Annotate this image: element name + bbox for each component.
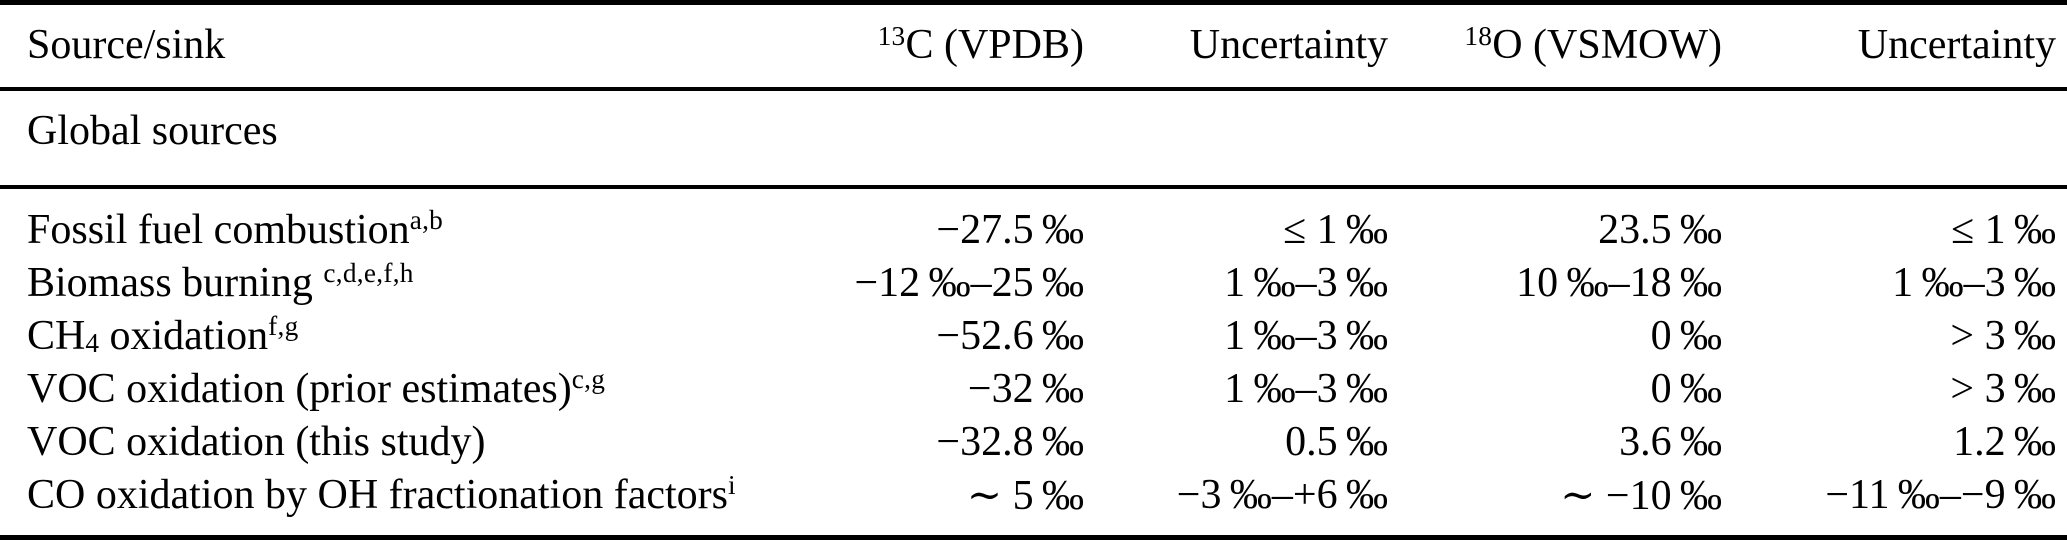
- cell-c13: −32.8 ‰: [936, 418, 1084, 465]
- superscript: 18: [1464, 20, 1493, 51]
- cell-o18: 10 ‰–18 ‰: [1516, 259, 1722, 306]
- superscript: c,g: [571, 364, 606, 395]
- superscript: 13: [877, 20, 906, 51]
- header-row: Source/sink 13C (VPDB) Uncertainty 18O (…: [0, 2, 2067, 91]
- cell-o18: 0 ‰: [1650, 312, 1722, 359]
- cell-c13: −32 ‰: [967, 365, 1084, 412]
- col-header-source-sink: Source/sink: [0, 2, 838, 91]
- cell-o18-uncertainty: 1 ‰–3 ‰: [1892, 259, 2056, 306]
- cell-o18-uncertainty: ≤ 1 ‰: [1951, 206, 2056, 253]
- table-row: CH4 oxidationf,g −52.6 ‰ 1 ‰–3 ‰ 0 ‰ > 3…: [0, 309, 2067, 362]
- cell-c13: −27.5 ‰: [936, 206, 1084, 253]
- row-label: Biomass burning c,d,e,f,h: [27, 258, 414, 306]
- cell-c13: −52.6 ‰: [936, 312, 1084, 359]
- row-label: VOC oxidation (prior estimates)c,g: [27, 364, 606, 412]
- cell-o18-uncertainty: −11 ‰–−9 ‰: [1825, 471, 2056, 518]
- section-row-global-sources: Global sources: [0, 89, 2067, 189]
- table-row: CO oxidation by OH fractionation factors…: [0, 468, 2067, 538]
- superscript: c,d,e,f,h: [323, 258, 414, 289]
- cell-c13-uncertainty: ≤ 1 ‰: [1283, 206, 1388, 253]
- subscript: 4: [85, 328, 100, 359]
- col-header-uncertainty-o18: Uncertainty: [1722, 2, 2067, 91]
- cell-c13-uncertainty: 1 ‰–3 ‰: [1224, 365, 1388, 412]
- superscript: a,b: [409, 205, 444, 236]
- cell-c13-uncertainty: −3 ‰–+6 ‰: [1176, 471, 1388, 518]
- superscript: f,g: [268, 311, 299, 342]
- cell-c13: ∼ 5 ‰: [966, 472, 1084, 519]
- cell-o18: 3.6 ‰: [1619, 418, 1722, 465]
- cell-c13: −12 ‰–25 ‰: [854, 259, 1084, 306]
- row-label: Fossil fuel combustiona,b: [27, 205, 444, 253]
- table-row: Biomass burning c,d,e,f,h −12 ‰–25 ‰ 1 ‰…: [0, 256, 2067, 309]
- table-row: VOC oxidation (prior estimates)c,g −32 ‰…: [0, 362, 2067, 415]
- col-header-c13-vpdb: 13C (VPDB): [838, 2, 1084, 91]
- cell-c13-uncertainty: 1 ‰–3 ‰: [1224, 312, 1388, 359]
- table-row: Fossil fuel combustiona,b −27.5 ‰ ≤ 1 ‰ …: [0, 187, 2067, 256]
- section-label: Global sources: [0, 89, 2067, 189]
- cell-c13-uncertainty: 1 ‰–3 ‰: [1224, 259, 1388, 306]
- cell-o18-uncertainty: 1.2 ‰: [1953, 418, 2056, 465]
- col-header-o18-vsmow: 18O (VSMOW): [1388, 2, 1722, 91]
- cell-o18-uncertainty: > 3 ‰: [1950, 365, 2056, 412]
- col-header-uncertainty-c13: Uncertainty: [1084, 2, 1388, 91]
- row-label: VOC oxidation (this study): [27, 418, 486, 465]
- cell-o18: 23.5 ‰: [1598, 206, 1722, 253]
- table-row: VOC oxidation (this study) −32.8 ‰ 0.5 ‰…: [0, 415, 2067, 468]
- cell-o18-uncertainty: > 3 ‰: [1950, 312, 2056, 359]
- cell-o18: ∼ −10 ‰: [1560, 472, 1722, 519]
- row-label: CH4 oxidationf,g: [27, 311, 299, 359]
- cell-c13-uncertainty: 0.5 ‰: [1285, 418, 1388, 465]
- superscript: i: [728, 470, 736, 501]
- cell-o18: 0 ‰: [1650, 365, 1722, 412]
- row-label: CO oxidation by OH fractionation factors…: [27, 470, 736, 518]
